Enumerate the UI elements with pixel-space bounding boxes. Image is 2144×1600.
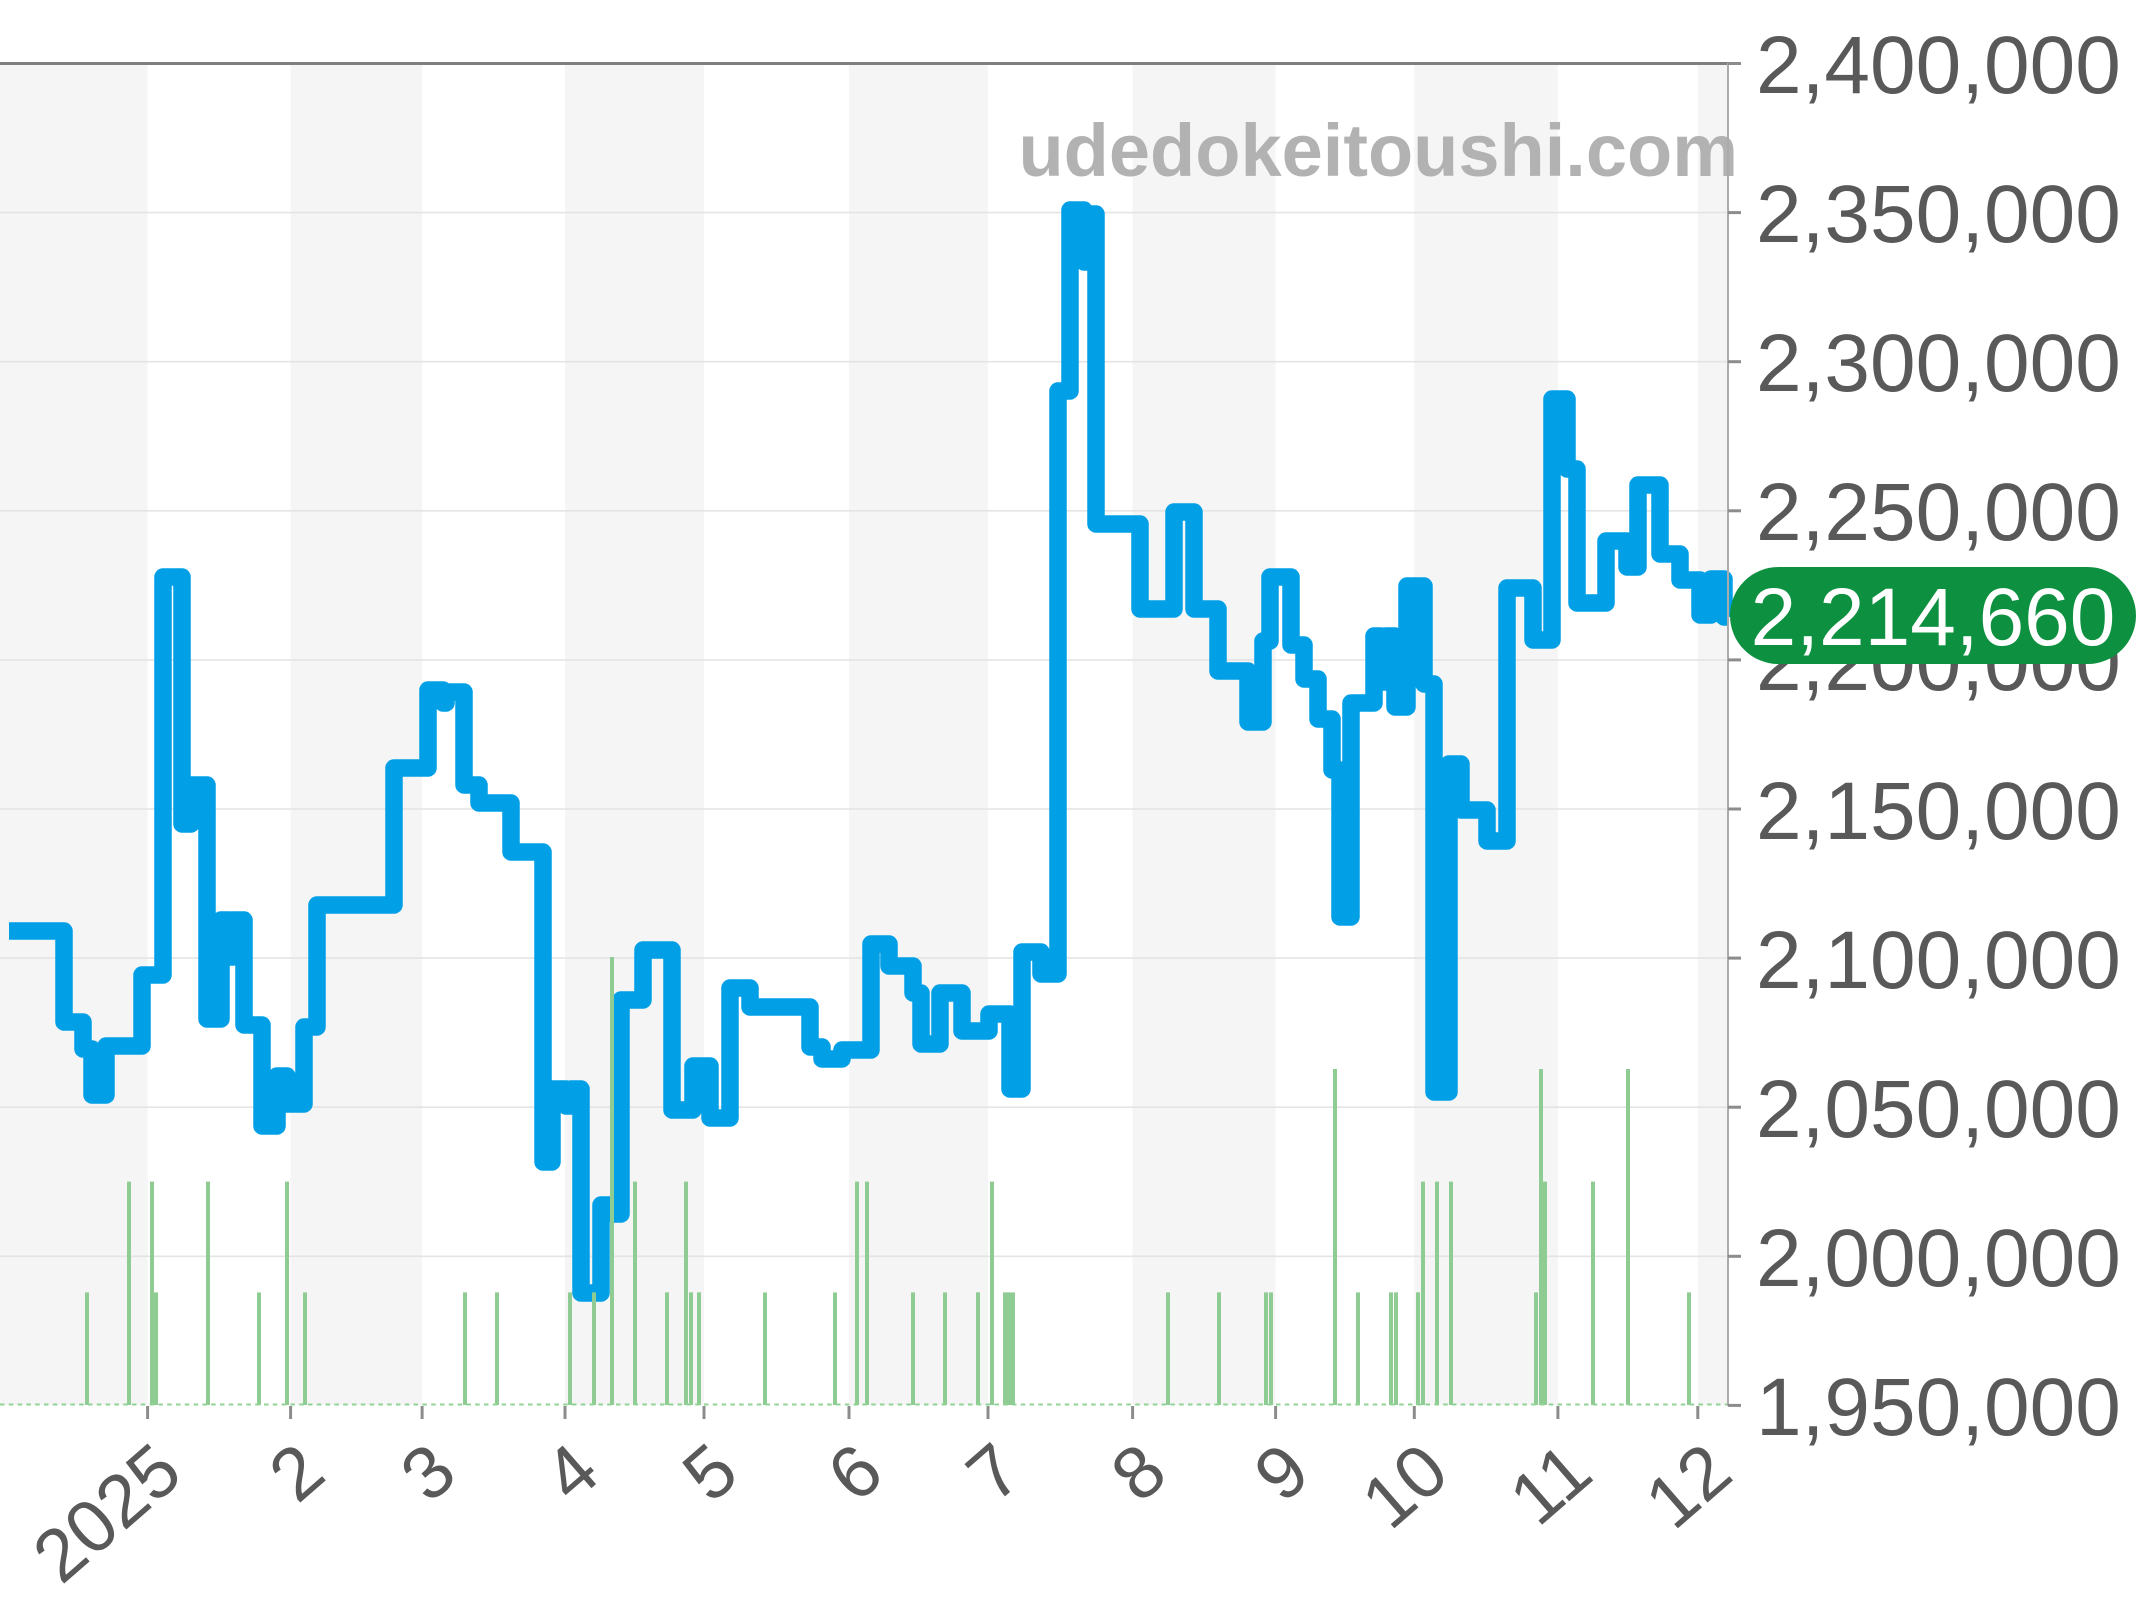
- svg-text:2,050,000: 2,050,000: [1756, 1064, 2121, 1155]
- svg-text:2,214,660: 2,214,660: [1751, 572, 2116, 663]
- svg-text:1,950,000: 1,950,000: [1756, 1362, 2121, 1453]
- svg-text:3: 3: [385, 1427, 471, 1517]
- svg-text:12: 12: [1630, 1427, 1747, 1544]
- svg-text:5: 5: [667, 1427, 753, 1517]
- svg-text:7: 7: [951, 1427, 1037, 1517]
- svg-text:9: 9: [1239, 1427, 1325, 1517]
- svg-text:2,300,000: 2,300,000: [1756, 318, 2121, 409]
- svg-text:11: 11: [1494, 1427, 1606, 1540]
- svg-text:2025: 2025: [17, 1427, 196, 1598]
- svg-text:2,250,000: 2,250,000: [1756, 467, 2121, 558]
- svg-text:8: 8: [1096, 1427, 1182, 1517]
- svg-text:10: 10: [1346, 1427, 1463, 1544]
- svg-text:2,100,000: 2,100,000: [1756, 915, 2121, 1006]
- svg-text:udedokeitoushi.com: udedokeitoushi.com: [1018, 109, 1738, 192]
- svg-text:2,400,000: 2,400,000: [1756, 20, 2121, 111]
- svg-text:4: 4: [528, 1427, 614, 1517]
- svg-text:2,350,000: 2,350,000: [1756, 169, 2121, 260]
- svg-text:2,000,000: 2,000,000: [1756, 1213, 2121, 1304]
- svg-text:2: 2: [254, 1427, 340, 1517]
- svg-text:2,150,000: 2,150,000: [1756, 766, 2121, 857]
- svg-text:6: 6: [812, 1427, 898, 1517]
